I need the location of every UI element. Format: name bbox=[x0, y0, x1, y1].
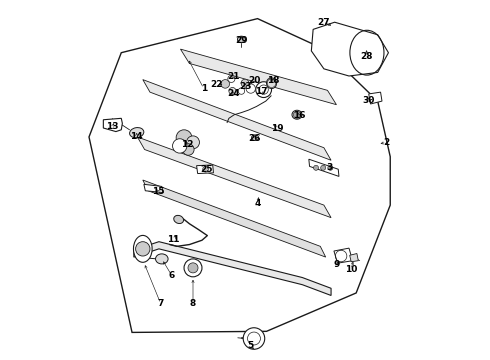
Ellipse shape bbox=[174, 215, 184, 224]
Text: 25: 25 bbox=[200, 166, 213, 175]
Text: 9: 9 bbox=[333, 260, 340, 269]
Circle shape bbox=[187, 136, 199, 149]
Circle shape bbox=[229, 87, 236, 95]
Text: 21: 21 bbox=[227, 72, 240, 81]
Polygon shape bbox=[196, 165, 214, 174]
Text: 10: 10 bbox=[344, 265, 357, 274]
Text: 12: 12 bbox=[181, 140, 194, 149]
Text: 16: 16 bbox=[293, 111, 305, 120]
Circle shape bbox=[136, 242, 150, 256]
Circle shape bbox=[203, 166, 208, 172]
Text: 1: 1 bbox=[200, 84, 207, 93]
Polygon shape bbox=[334, 248, 353, 263]
Text: 26: 26 bbox=[248, 134, 261, 143]
Polygon shape bbox=[143, 80, 331, 160]
Circle shape bbox=[294, 111, 300, 118]
Text: 24: 24 bbox=[227, 89, 240, 98]
Ellipse shape bbox=[238, 36, 245, 42]
Text: 6: 6 bbox=[169, 270, 174, 279]
Circle shape bbox=[241, 79, 249, 87]
Text: 23: 23 bbox=[240, 82, 252, 91]
Circle shape bbox=[183, 144, 194, 155]
Circle shape bbox=[320, 165, 326, 170]
Ellipse shape bbox=[129, 127, 144, 138]
Text: 15: 15 bbox=[152, 187, 165, 196]
Circle shape bbox=[246, 84, 255, 93]
Polygon shape bbox=[309, 159, 339, 176]
Circle shape bbox=[188, 263, 198, 273]
Text: 7: 7 bbox=[158, 299, 164, 308]
Circle shape bbox=[243, 328, 265, 349]
Circle shape bbox=[228, 75, 235, 82]
Text: 17: 17 bbox=[255, 86, 268, 95]
Circle shape bbox=[238, 88, 245, 94]
Ellipse shape bbox=[267, 78, 276, 89]
Circle shape bbox=[314, 165, 318, 170]
Polygon shape bbox=[368, 92, 382, 104]
Text: 28: 28 bbox=[361, 52, 373, 61]
Circle shape bbox=[221, 80, 230, 88]
Text: 4: 4 bbox=[254, 199, 261, 208]
Circle shape bbox=[184, 259, 202, 277]
Text: 5: 5 bbox=[247, 341, 253, 350]
Polygon shape bbox=[180, 49, 337, 105]
Polygon shape bbox=[137, 137, 331, 218]
Ellipse shape bbox=[133, 235, 152, 262]
Polygon shape bbox=[103, 118, 122, 132]
Circle shape bbox=[328, 165, 333, 170]
Circle shape bbox=[256, 82, 271, 98]
Circle shape bbox=[176, 130, 192, 145]
Text: 20: 20 bbox=[248, 76, 260, 85]
Polygon shape bbox=[350, 253, 358, 262]
Text: 29: 29 bbox=[235, 36, 248, 45]
Polygon shape bbox=[134, 242, 331, 296]
Polygon shape bbox=[143, 180, 326, 257]
Text: 13: 13 bbox=[106, 122, 119, 131]
Text: 30: 30 bbox=[363, 96, 375, 105]
Ellipse shape bbox=[251, 135, 259, 140]
Text: 22: 22 bbox=[210, 81, 222, 90]
Text: 3: 3 bbox=[326, 163, 332, 172]
Ellipse shape bbox=[155, 254, 168, 264]
Ellipse shape bbox=[292, 110, 302, 119]
Text: 2: 2 bbox=[384, 138, 390, 147]
Text: 14: 14 bbox=[130, 132, 143, 141]
Text: 18: 18 bbox=[267, 76, 279, 85]
Text: 8: 8 bbox=[190, 299, 196, 308]
Text: 27: 27 bbox=[317, 18, 329, 27]
Text: 19: 19 bbox=[271, 123, 284, 132]
Text: 11: 11 bbox=[167, 235, 179, 244]
Polygon shape bbox=[311, 22, 389, 76]
Circle shape bbox=[172, 139, 187, 153]
Polygon shape bbox=[144, 184, 163, 193]
